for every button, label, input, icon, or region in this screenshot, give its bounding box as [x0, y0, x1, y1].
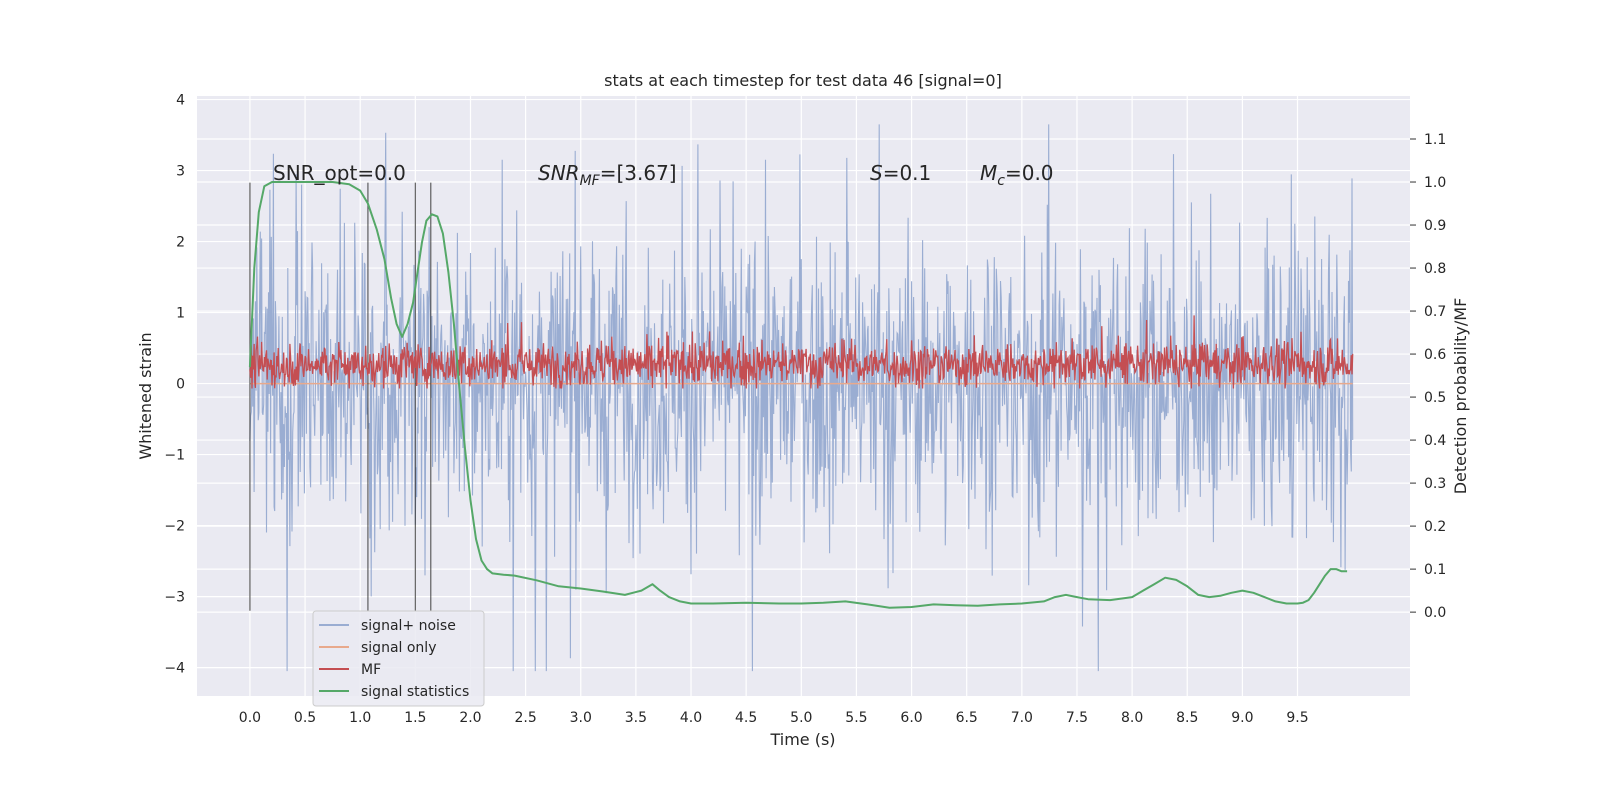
x-tick-label: 7.5	[1066, 710, 1088, 726]
y2-tick-label: 0.0	[1424, 605, 1446, 621]
x-tick-label: 6.5	[956, 710, 978, 726]
y-tick-label: 2	[176, 235, 185, 251]
x-tick-label: 3.5	[625, 710, 647, 726]
y-axis-label: Whitened strain	[136, 332, 155, 459]
y2-tick-label: 1.1	[1424, 132, 1446, 148]
x-tick-label: 9.5	[1286, 710, 1308, 726]
y2-tick-label: 1.0	[1424, 175, 1446, 191]
series-signal-statistics	[248, 181, 1348, 609]
x-tick-label: 8.5	[1176, 710, 1198, 726]
x-tick-label: 7.0	[1011, 710, 1033, 726]
y2-tick-label: 0.2	[1424, 519, 1446, 535]
y-axis-ticks: −4 −3 −2 −1 0 1 2 3 4	[164, 93, 185, 677]
legend-label-signal-noise: signal+ noise	[361, 618, 456, 634]
annotation-mc-main: M	[980, 161, 997, 185]
y-tick-label: −2	[164, 519, 185, 535]
legend-label-signal-statistics: signal statistics	[361, 684, 469, 700]
annotation-mc: Mc=0.0	[980, 161, 1054, 189]
annotation-s-main: S	[870, 161, 883, 185]
line-mf	[249, 315, 1354, 389]
y-tick-label: 3	[176, 164, 185, 180]
y-tick-label: 0	[176, 377, 185, 393]
x-tick-label: 3.0	[570, 710, 592, 726]
annotation-snr-mf-value: =[3.67]	[600, 161, 677, 185]
annotation-snr-mf: SNRMF=[3.67]	[538, 161, 677, 189]
x-tick-label: 1.0	[349, 710, 371, 726]
y-tick-label: 1	[176, 306, 185, 322]
annotation-snr-mf-sub: MF	[580, 173, 601, 189]
y2-axis-label: Detection probability/MF	[1451, 298, 1470, 495]
y-tick-label: 4	[176, 93, 185, 109]
annotation-mc-value: =0.0	[1005, 161, 1054, 185]
legend-box	[312, 610, 485, 707]
x-tick-label: 8.0	[1121, 710, 1143, 726]
annotation-snr-opt: SNR_opt=0.0	[273, 161, 406, 185]
legend-label-signal-only: signal only	[361, 640, 436, 656]
y-tick-label: −1	[164, 448, 185, 464]
annotation-s: S=0.1	[870, 161, 931, 185]
x-tick-label: 0.5	[294, 710, 316, 726]
x-tick-label: 5.5	[845, 710, 867, 726]
legend: signal+ noise signal only MF signal stat…	[312, 610, 485, 707]
annotation-mc-sub: c	[997, 173, 1005, 189]
x-axis-label: Time (s)	[769, 730, 835, 749]
series-mf	[249, 315, 1354, 389]
x-axis-ticks: 0.0 0.5 1.0 1.5 2.0 2.5 3.0 3.5 4.0 4.5 5.0 5.5 6.0 6…	[239, 710, 1309, 726]
x-tick-label: 0.0	[239, 710, 261, 726]
x-tick-label: 2.5	[514, 710, 536, 726]
y2-tick-label: 0.1	[1424, 562, 1446, 578]
y2-tick-label: 0.6	[1424, 347, 1446, 363]
y2-tick-label: 0.7	[1424, 304, 1446, 320]
x-tick-label: 9.0	[1231, 710, 1253, 726]
annotation-s-value: =0.1	[883, 161, 932, 185]
vertical-markers	[249, 182, 432, 611]
y2-tick-label: 0.5	[1424, 390, 1446, 406]
x-tick-label: 5.0	[790, 710, 812, 726]
x-tick-label: 6.0	[900, 710, 922, 726]
y2-tick-label: 0.4	[1424, 433, 1446, 449]
y-tick-label: −4	[164, 661, 185, 677]
y2-axis-ticks: 0.0 0.1 0.2 0.3 0.4 0.5 0.6 0.7 0.8 0.9 1.0 1.1	[1410, 132, 1446, 621]
line-signal-statistics	[248, 181, 1348, 609]
annotation-snr-mf-main: SNR	[538, 161, 580, 185]
x-tick-label: 2.0	[459, 710, 481, 726]
x-tick-label: 4.0	[680, 710, 702, 726]
x-tick-label: 4.5	[735, 710, 757, 726]
y2-tick-label: 0.3	[1424, 476, 1446, 492]
y2-tick-label: 0.8	[1424, 261, 1446, 277]
legend-label-mf: MF	[361, 662, 381, 678]
y2-tick-label: 0.9	[1424, 218, 1446, 234]
y-tick-label: −3	[164, 590, 185, 606]
x-tick-label: 1.5	[404, 710, 426, 726]
chart-title: stats at each timestep for test data 46 …	[604, 71, 1002, 90]
